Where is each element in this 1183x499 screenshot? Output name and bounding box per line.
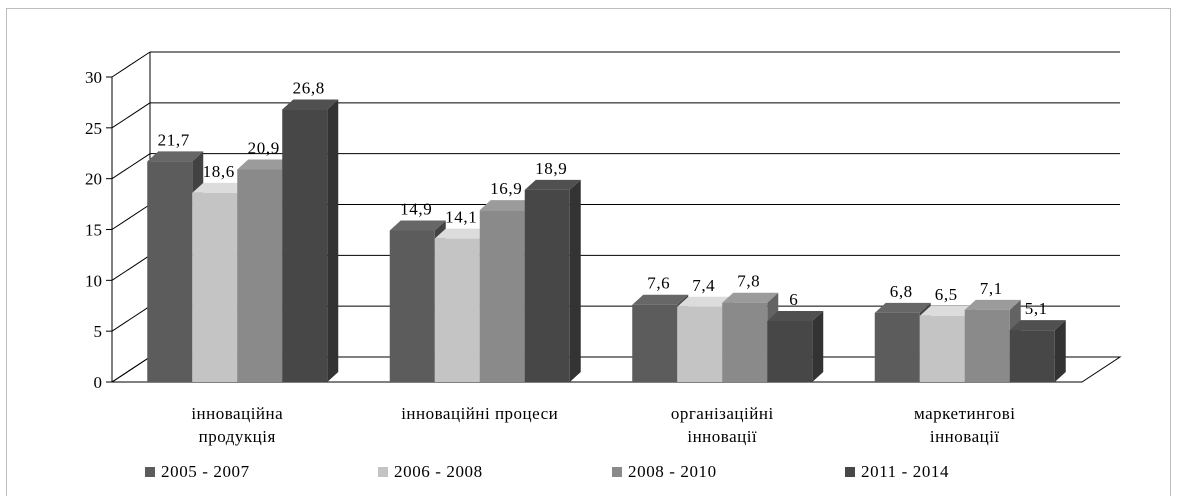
- bar-top: [389, 220, 446, 231]
- data-label: 7,4: [692, 276, 715, 295]
- bar-front: [434, 238, 480, 382]
- bar-side: [1054, 320, 1066, 382]
- legend-swatch: [845, 467, 855, 477]
- bar-top: [192, 182, 249, 193]
- bar-front: [919, 315, 965, 382]
- bar-front: [147, 161, 193, 382]
- legend-label: 2005 - 2007: [161, 462, 250, 481]
- x-category-label: інноваційні процеси: [401, 404, 558, 423]
- legend-swatch: [378, 467, 388, 477]
- data-label: 6,8: [890, 282, 913, 301]
- y-tick-label: 30: [85, 68, 102, 87]
- bar-front: [767, 321, 813, 382]
- bar: [282, 99, 339, 383]
- data-label: 16,9: [490, 179, 522, 198]
- bar-front: [479, 210, 525, 382]
- bar-top: [632, 294, 689, 305]
- bar-front: [389, 230, 435, 382]
- x-category-label: інновації: [687, 427, 757, 446]
- data-label: 18,6: [203, 162, 235, 181]
- data-label: 20,9: [248, 139, 280, 158]
- y-tick-label: 20: [85, 170, 102, 189]
- bar-top: [677, 296, 734, 307]
- bar-top: [434, 228, 491, 239]
- data-label: 5,1: [1025, 299, 1048, 318]
- bar-top: [874, 302, 931, 313]
- bar: [964, 299, 1021, 382]
- legend-item: 2011 - 2014: [845, 462, 949, 481]
- bar-front: [237, 169, 283, 382]
- data-label: 7,1: [980, 279, 1003, 298]
- bar-top: [767, 311, 824, 321]
- bar: [767, 311, 824, 382]
- x-category-label: інноваційна: [191, 404, 283, 423]
- bar-front: [874, 312, 920, 382]
- data-labels-layer: 21,7 18,6 20,9 26,8 14,9 14,1 16,9 18,9 7,6 7,4 7,…: [158, 79, 1048, 319]
- bar-top: [919, 305, 976, 316]
- chart-frame: [6, 8, 1171, 496]
- gridline-diagonal: [111, 254, 151, 281]
- bars-layer: [147, 99, 1066, 383]
- bar: [1009, 320, 1066, 382]
- legend-item: 2006 - 2008: [378, 462, 483, 481]
- bar-top: [722, 292, 779, 303]
- data-label: 18,9: [535, 159, 567, 178]
- bar-top: [964, 299, 1021, 310]
- gridline-diagonal: [111, 204, 151, 230]
- y-tick-label: 10: [85, 271, 102, 290]
- bar-front: [282, 109, 328, 383]
- legend-item: 2008 - 2010: [612, 462, 717, 481]
- bar: [389, 220, 446, 382]
- bar-front: [964, 309, 1010, 382]
- legend: 2005 - 2007 2006 - 2008 2008 - 2010 2011 - …: [145, 462, 949, 481]
- bar-front: [632, 304, 678, 382]
- bar-side: [569, 179, 581, 382]
- data-label: 7,6: [647, 274, 670, 293]
- data-label: 6: [789, 290, 798, 309]
- x-category-label: маркетингові: [914, 404, 1016, 423]
- gridline-diagonal: [111, 153, 151, 180]
- legend-swatch: [612, 467, 622, 477]
- data-label: 14,1: [445, 208, 477, 227]
- legend-item: 2005 - 2007: [145, 462, 250, 481]
- gridline-diagonal: [111, 305, 151, 332]
- data-label: 14,9: [400, 200, 432, 219]
- x-category-label: інновації: [930, 427, 1000, 446]
- bar-front: [722, 302, 768, 382]
- bar-top: [282, 99, 339, 110]
- bar-top: [479, 200, 536, 211]
- data-label: 26,8: [293, 79, 325, 98]
- legend-swatch: [145, 467, 155, 477]
- bar: [524, 179, 581, 382]
- bar-top: [147, 151, 204, 162]
- legend-label: 2011 - 2014: [861, 462, 949, 481]
- gridline-diagonal: [111, 51, 151, 78]
- x-category-label: організаційні: [671, 404, 774, 423]
- legend-label: 2006 - 2008: [394, 462, 483, 481]
- data-label: 7,8: [737, 272, 760, 291]
- bar-front: [192, 192, 238, 382]
- x-category-label: продукція: [199, 427, 276, 446]
- y-tick-label: 15: [85, 221, 102, 240]
- bar-front: [1009, 330, 1055, 382]
- y-tick-label: 25: [85, 119, 102, 138]
- bar-top: [524, 179, 581, 190]
- data-label: 21,7: [158, 130, 190, 149]
- data-label: 6,5: [935, 285, 958, 304]
- y-tick-label: 5: [94, 322, 103, 341]
- legend-label: 2008 - 2010: [628, 462, 717, 481]
- gridline-diagonal: [111, 102, 151, 129]
- bar-top: [237, 159, 294, 170]
- y-tick-label: 0: [94, 373, 103, 392]
- bar-top: [1009, 320, 1066, 331]
- axis-layer: 0 5 10 15 20 25 30 інноваційна продукція інноваці…: [85, 52, 1016, 446]
- bar-side: [812, 311, 824, 382]
- bar-front: [677, 306, 723, 382]
- bar-side: [327, 99, 339, 383]
- bar-front: [524, 189, 570, 382]
